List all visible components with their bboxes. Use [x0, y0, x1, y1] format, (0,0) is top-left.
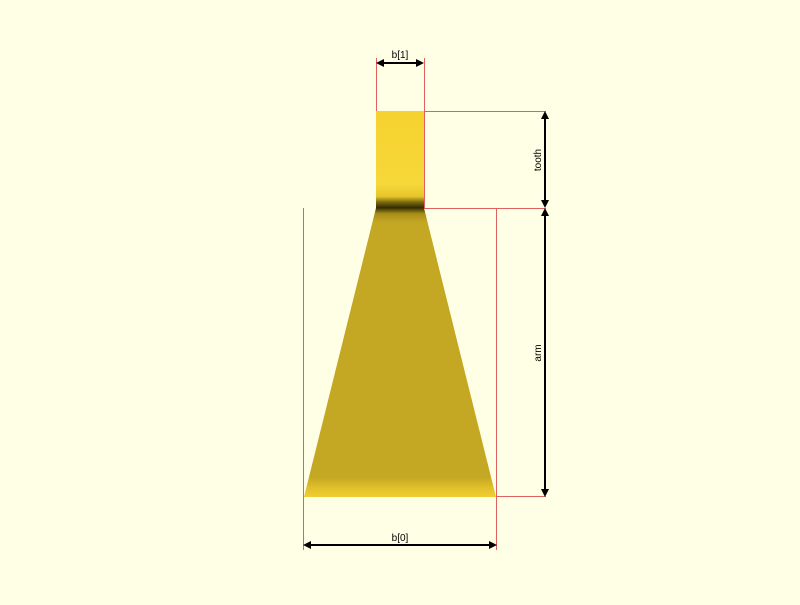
arm-dimension[interactable]	[541, 208, 549, 497]
arm-label: arm	[533, 344, 544, 361]
b1-label: b[1]	[392, 50, 409, 61]
b1-dimension[interactable]	[376, 59, 424, 67]
tooth-dimension[interactable]	[541, 111, 549, 208]
b0-label: b[0]	[392, 533, 409, 544]
tooth-block[interactable]	[376, 111, 424, 208]
arm-trapezoid[interactable]	[304, 208, 496, 497]
dimension-labels: b[1] tooth arm b[0]	[392, 50, 544, 544]
dimension-lines	[303, 59, 549, 549]
tooth-label: tooth	[533, 149, 544, 171]
part-model[interactable]	[304, 111, 496, 497]
b0-dimension[interactable]	[303, 541, 497, 549]
